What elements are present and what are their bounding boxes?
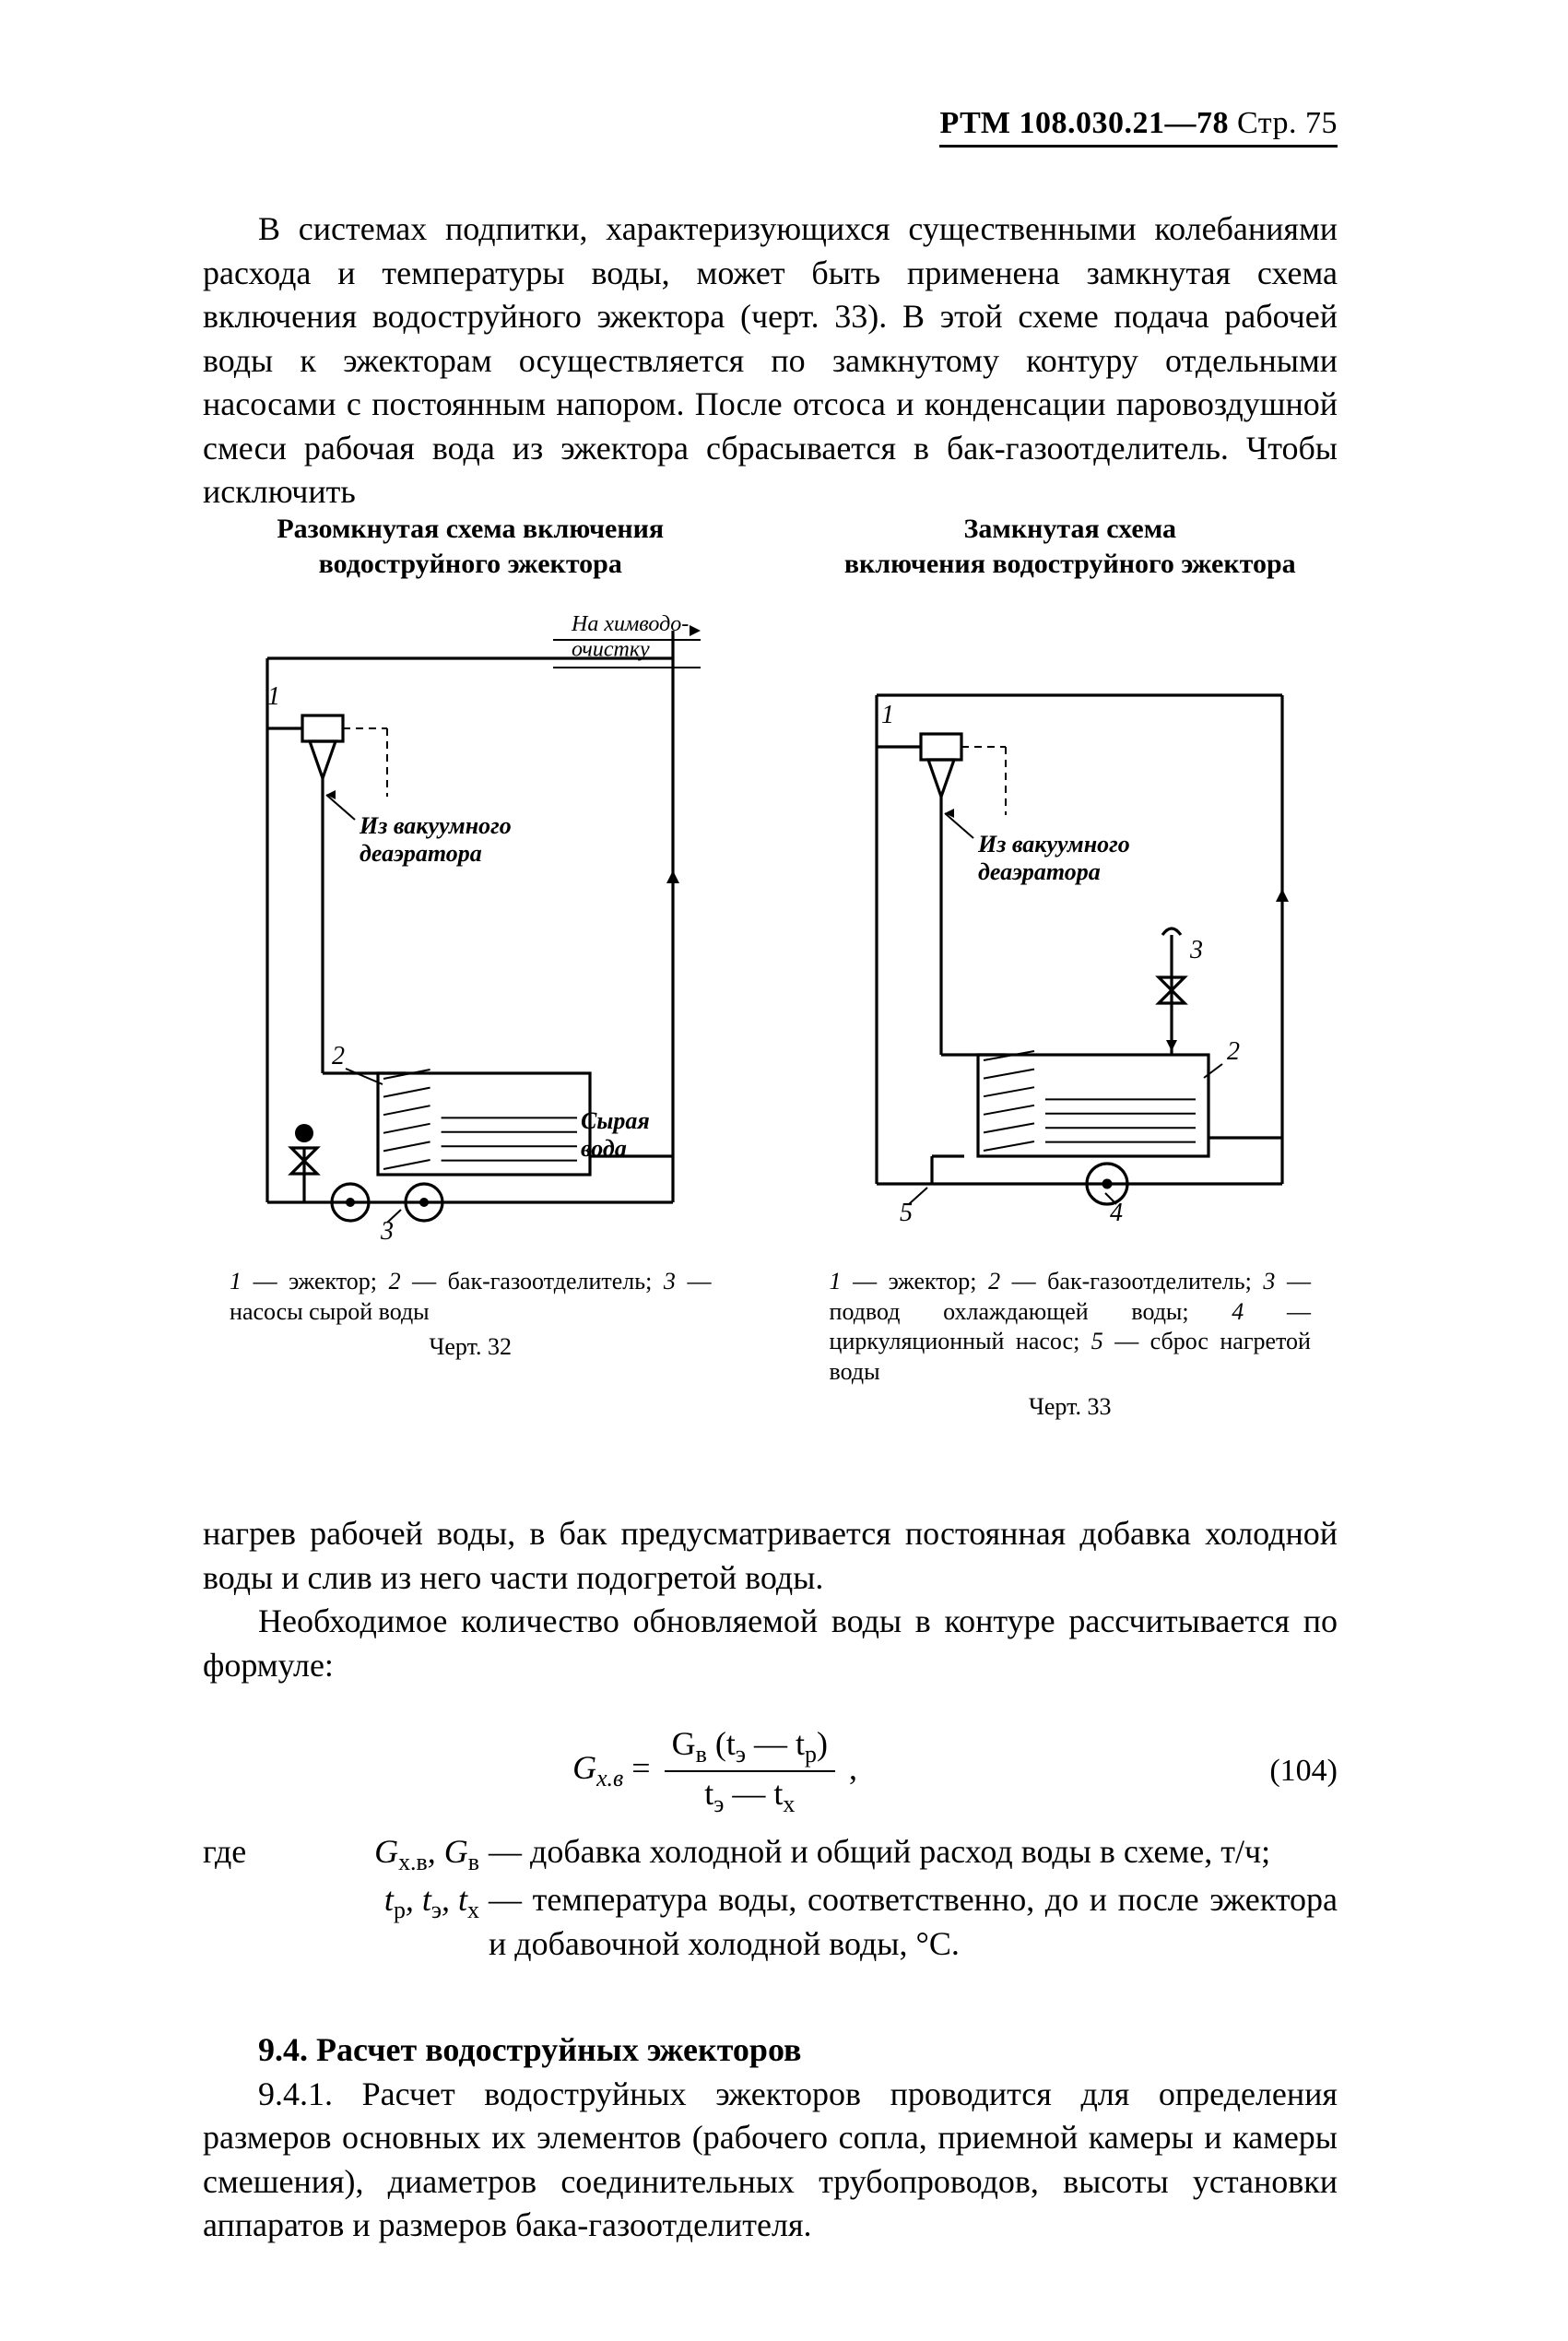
figure-32-legend: 1 — эжектор; 2 — бак-газоотде­литель; 3 …: [230, 1267, 711, 1363]
figures-row: Разомкнутая схема включе­ния водоструйно…: [203, 512, 1338, 1423]
where-desc-1: — добавка холодной и общий расход воды в…: [489, 1830, 1338, 1878]
page: РТМ 108.030.21—78 Стр. 75 В системах под…: [0, 0, 1568, 2341]
svg-text:3: 3: [380, 1217, 394, 1246]
paragraph-2-line-2: Необходимое количество обновляемой воды …: [203, 1600, 1338, 1687]
formula-row: Gх.в = Gв (tэ — tр) tэ — tх , (104): [203, 1724, 1338, 1818]
page-number: Стр. 75: [1237, 106, 1338, 140]
figure-32-diagram: На химводо-очистку1Из вакуумногодеаэрато…: [212, 594, 728, 1258]
figure-33-diagram: 1Из вакуумногодеаэратора2345: [812, 594, 1328, 1258]
formula-tail: ,: [849, 1749, 857, 1786]
svg-text:деаэратора: деаэратора: [360, 840, 482, 867]
section-9-4-1-body: 9.4.1. Расчет водоструйных эжекторов про…: [203, 2073, 1338, 2248]
where-desc-2: — температура воды, соответственно, до и…: [489, 1878, 1338, 1966]
svg-text:2: 2: [1227, 1037, 1240, 1066]
svg-text:1: 1: [881, 701, 894, 729]
formula-numerator: Gв (tэ — tр): [665, 1724, 835, 1768]
svg-text:Из вакуумного: Из вакуумного: [359, 812, 512, 839]
svg-text:2: 2: [332, 1042, 345, 1070]
page-header: РТМ 108.030.21—78 Стр. 75: [203, 106, 1338, 148]
svg-text:1: 1: [267, 682, 280, 711]
where-block: где Gх.в, Gв — добавка холодной и общий …: [203, 1830, 1338, 1966]
paragraph-2-line-1: нагрев рабочей воды, в бак предусматрива…: [203, 1515, 1338, 1596]
figure-33-diagram-wrap: 1Из вакуумногодеаэратора2345: [803, 594, 1338, 1258]
svg-text:3: 3: [1189, 936, 1203, 964]
svg-text:Из вакуумного: Из вакуумного: [977, 831, 1130, 857]
rtm-number: РТМ 108.030.21—78: [939, 106, 1229, 140]
figure-33-title: Замкнутая схемавключения водо­струйного …: [844, 512, 1296, 581]
formula-denominator: tэ — tх: [665, 1774, 835, 1818]
section-9-4: 9.4. Расчет водоструйных эжекторов 9.4.1…: [203, 2028, 1338, 2248]
formula-fraction: Gв (tэ — tр) tэ — tх: [665, 1724, 835, 1818]
figure-32-title: Разомкнутая схема включе­ния водоструйно…: [203, 512, 738, 581]
formula-bar: [665, 1770, 835, 1772]
svg-text:Сырая: Сырая: [581, 1107, 650, 1134]
svg-text:На химводо-: На химводо-: [571, 612, 689, 636]
paragraph-2: нагрев рабочей воды, в бак предусматрива…: [203, 1512, 1338, 1687]
where-label: где: [203, 1830, 277, 1878]
where-terms-2: tр, tэ, tх: [277, 1878, 489, 1966]
figure-32-diagram-wrap: На химводо-очистку1Из вакуумногодеаэрато…: [203, 594, 738, 1258]
svg-text:деаэратора: деаэратора: [978, 858, 1101, 885]
formula-104: Gх.в = Gв (tэ — tр) tэ — tх ,: [203, 1724, 1227, 1818]
where-terms-1: Gх.в, Gв: [277, 1830, 489, 1878]
formula-number: (104): [1227, 1754, 1338, 1789]
figure-32-column: Разомкнутая схема включе­ния водоструйно…: [203, 512, 738, 1423]
where-row-2: tр, tэ, tх — температура воды, соответст…: [203, 1878, 1338, 1966]
figure-33-column: Замкнутая схемавключения водо­струйного …: [803, 512, 1338, 1423]
header-line: РТМ 108.030.21—78 Стр. 75: [939, 106, 1338, 148]
paragraph-1: В системах подпитки, характеризующихся с…: [203, 207, 1338, 514]
section-9-4-head: 9.4. Расчет водоструйных эжекторов: [203, 2028, 1338, 2073]
where-row-1: где Gх.в, Gв — добавка холодной и общий …: [203, 1830, 1338, 1878]
formula-eq: =: [631, 1749, 650, 1786]
formula-lhs: Gх.в: [572, 1749, 631, 1786]
figure-33-legend: 1 — эжектор; 2 — бак-га­зоотделитель; 3 …: [830, 1267, 1311, 1423]
